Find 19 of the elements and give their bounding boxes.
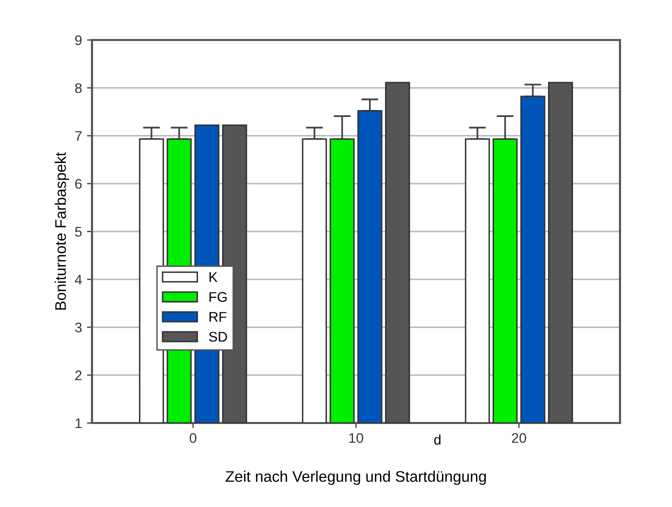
y-tick-label: 9 xyxy=(75,35,82,46)
y-tick-label: 5 xyxy=(75,226,82,237)
y-tick-label: 3 xyxy=(75,322,82,332)
y-axis-title: Boniturnote Farbaspekt xyxy=(54,152,69,310)
x-tick-label: 0 xyxy=(190,433,196,443)
legend-label: FG xyxy=(210,292,227,302)
y-tick-label: 7 xyxy=(75,131,82,141)
legend-label: RF xyxy=(210,312,226,322)
y-tick-label: 4 xyxy=(74,274,82,284)
legend-label: SD xyxy=(209,332,228,342)
y-tick-label: 6 xyxy=(75,178,82,189)
y-tick-label: 8 xyxy=(75,83,82,94)
y-tick-label: 1 xyxy=(76,418,82,428)
x-tick-label: 20 xyxy=(512,433,526,443)
y-tick-label: 2 xyxy=(75,370,82,380)
x-axis-title: Zeit nach Verlegung und Startdüngung xyxy=(226,470,486,485)
x-tick-label: 10 xyxy=(349,433,364,443)
legend-label: K xyxy=(210,272,218,282)
text: d xyxy=(434,434,440,445)
